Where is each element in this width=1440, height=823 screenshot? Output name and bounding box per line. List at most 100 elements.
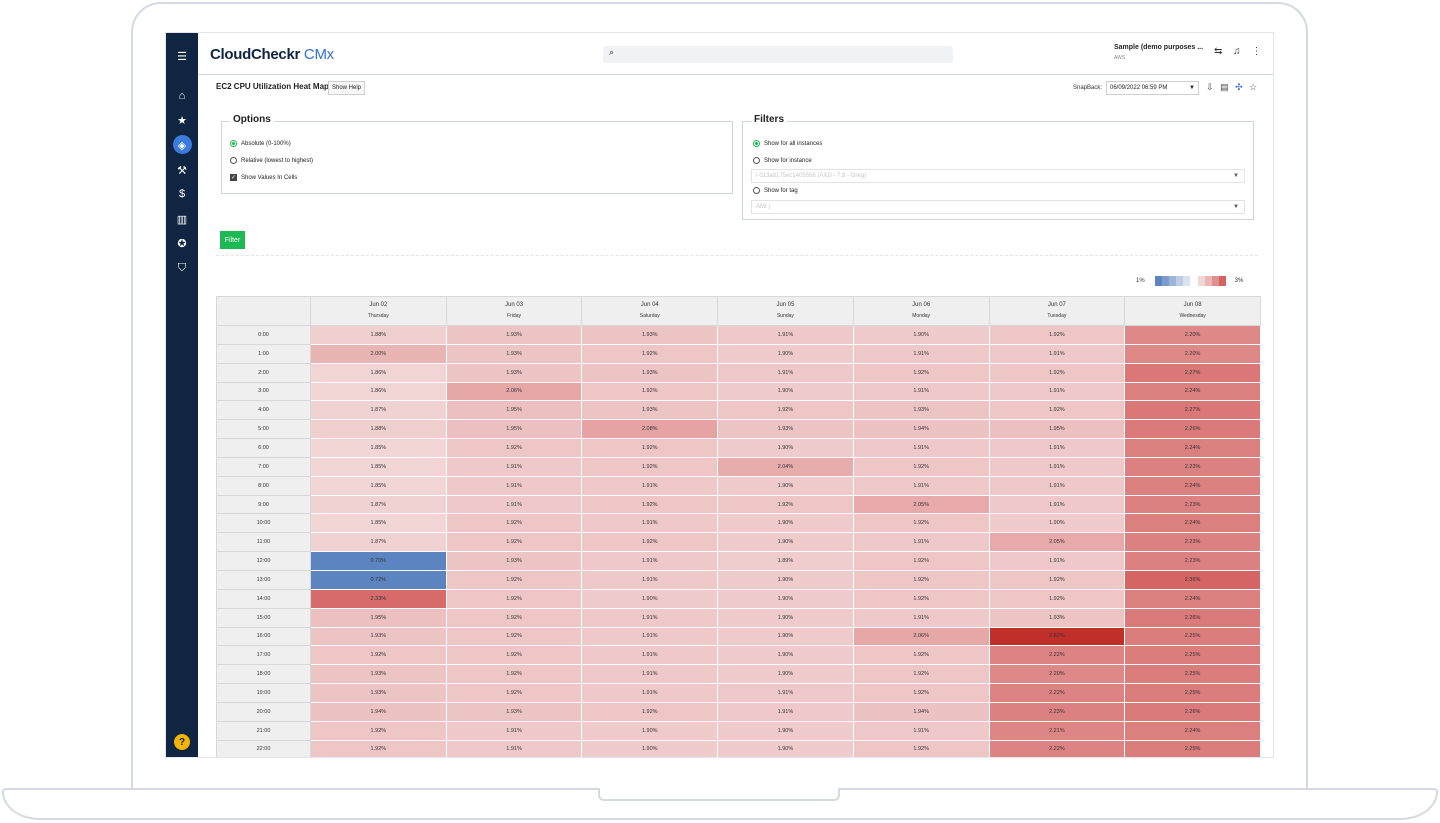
heatmap-cell[interactable]: 2.25%: [1124, 683, 1261, 703]
heatmap-cell[interactable]: 1.90%: [717, 438, 854, 458]
heatmap-cell[interactable]: 1.90%: [581, 720, 719, 741]
heatmap-cell[interactable]: 1.90%: [717, 569, 854, 590]
heatmap-cell[interactable]: 1.87%: [310, 494, 447, 515]
heatmap-cell[interactable]: 1.92%: [852, 588, 990, 609]
heatmap-cell[interactable]: 1.91%: [988, 551, 1126, 571]
heatmap-cell[interactable]: 2.20%: [1124, 343, 1261, 364]
heatmap-cell[interactable]: 1.91%: [988, 494, 1126, 515]
heatmap-cell[interactable]: 1.90%: [852, 325, 990, 345]
heatmap-cell[interactable]: 2.24%: [1124, 475, 1261, 496]
heatmap-cell[interactable]: 1.93%: [717, 419, 854, 440]
heatmap-cell[interactable]: 1.92%: [310, 645, 447, 666]
heatmap-cell[interactable]: 1.90%: [717, 739, 854, 757]
heatmap-cell[interactable]: 1.91%: [988, 381, 1126, 402]
heatmap-cell[interactable]: 1.85%: [310, 513, 447, 534]
star-icon[interactable]: ★: [177, 114, 187, 127]
heatmap-cell[interactable]: 1.91%: [988, 438, 1126, 458]
heatmap-cell[interactable]: 2.27%: [1124, 362, 1261, 383]
heatmap-cell[interactable]: 1.92%: [445, 626, 583, 647]
heatmap-cell[interactable]: 1.85%: [310, 475, 447, 496]
heatmap-cell[interactable]: 1.90%: [717, 532, 854, 553]
heatmap-cell[interactable]: 1.92%: [445, 607, 583, 628]
heatmap-cell[interactable]: 1.95%: [310, 607, 447, 628]
heatmap-cell[interactable]: 1.93%: [581, 400, 719, 421]
heatmap-cell[interactable]: 1.92%: [852, 456, 990, 477]
heatmap-cell[interactable]: 2.27%: [1124, 400, 1261, 421]
snapback-select[interactable]: 06/09/2022 06:59 PM ▼: [1106, 81, 1199, 95]
radio-icon[interactable]: [753, 187, 760, 194]
heatmap-cell[interactable]: 2.22%: [988, 739, 1126, 757]
all-instances-option[interactable]: Show for all instances: [753, 140, 822, 147]
heatmap-cell[interactable]: 1.94%: [852, 701, 990, 722]
heatmap-cell[interactable]: 1.92%: [445, 569, 583, 590]
heatmap-cell[interactable]: 1.93%: [581, 362, 719, 383]
heatmap-cell[interactable]: 1.91%: [988, 475, 1126, 496]
heatmap-cell[interactable]: 2.22%: [988, 645, 1126, 666]
heatmap-cell[interactable]: 1.88%: [310, 419, 447, 440]
heatmap-cell[interactable]: 2.23%: [1124, 551, 1261, 571]
heatmap-cell[interactable]: 2.25%: [1124, 664, 1261, 685]
heatmap-cell[interactable]: 1.93%: [445, 362, 583, 383]
heatmap-cell[interactable]: 1.91%: [852, 720, 990, 741]
heatmap-cell[interactable]: 2.26%: [1124, 607, 1261, 628]
heatmap-cell[interactable]: 1.90%: [717, 645, 854, 666]
heatmap-cell[interactable]: 1.91%: [988, 343, 1126, 364]
heatmap-cell[interactable]: 1.92%: [852, 551, 990, 571]
heatmap-cell[interactable]: 2.23%: [1124, 494, 1261, 515]
show-help-button[interactable]: Show Help: [328, 81, 366, 95]
heatmap-cell[interactable]: 1.92%: [852, 739, 990, 757]
heatmap-cell[interactable]: 1.91%: [852, 438, 990, 458]
heatmap-cell[interactable]: 1.92%: [852, 362, 990, 383]
heatmap-cell[interactable]: 2.82%: [988, 626, 1126, 647]
heatmap-cell[interactable]: 1.91%: [581, 607, 719, 628]
heatmap-cell[interactable]: 1.91%: [445, 475, 583, 496]
heatmap-cell[interactable]: 2.25%: [1124, 645, 1261, 666]
logo[interactable]: CloudCheckr CMx: [210, 46, 334, 63]
heatmap-cell[interactable]: 1.91%: [445, 720, 583, 741]
heatmap-cell[interactable]: 2.22%: [988, 683, 1126, 703]
heatmap-cell[interactable]: 1.92%: [717, 494, 854, 515]
heatmap-cell[interactable]: 2.23%: [1124, 532, 1261, 553]
heatmap-cell[interactable]: 2.24%: [1124, 381, 1261, 402]
heatmap-cell[interactable]: 1.90%: [717, 664, 854, 685]
heatmap-cell[interactable]: 1.86%: [310, 381, 447, 402]
heatmap-cell[interactable]: 1.93%: [988, 607, 1126, 628]
heatmap-cell[interactable]: 2.25%: [1124, 626, 1261, 647]
heatmap-cell[interactable]: 1.87%: [310, 532, 447, 553]
heatmap-cell[interactable]: 1.91%: [717, 701, 854, 722]
heatmap-cell[interactable]: 1.92%: [581, 381, 719, 402]
heatmap-cell[interactable]: 2.24%: [1124, 513, 1261, 534]
heatmap-cell[interactable]: 1.92%: [852, 683, 990, 703]
heatmap-cell[interactable]: 1.93%: [310, 683, 447, 703]
heatmap-cell[interactable]: 1.95%: [988, 419, 1126, 440]
heatmap-cell[interactable]: 1.91%: [445, 739, 583, 757]
heatmap-cell[interactable]: 2.24%: [1124, 588, 1261, 609]
cube-icon[interactable]: ◈: [166, 135, 198, 155]
heatmap-cell[interactable]: 2.20%: [1124, 325, 1261, 345]
radio-icon[interactable]: [753, 140, 760, 147]
heatmap-cell[interactable]: 1.92%: [581, 438, 719, 458]
heatmap-cell[interactable]: 1.94%: [310, 701, 447, 722]
heatmap-cell[interactable]: 1.92%: [581, 494, 719, 515]
heatmap-cell[interactable]: 1.92%: [445, 438, 583, 458]
heatmap-cell[interactable]: 1.92%: [445, 645, 583, 666]
heatmap-cell[interactable]: 1.85%: [310, 456, 447, 477]
heatmap-cell[interactable]: 1.93%: [852, 400, 990, 421]
heatmap-cell[interactable]: 1.92%: [310, 720, 447, 741]
heatmap-cell[interactable]: 2.23%: [1124, 456, 1261, 477]
heatmap-cell[interactable]: 1.92%: [852, 664, 990, 685]
heatmap-cell[interactable]: 1.91%: [717, 362, 854, 383]
heatmap-cell[interactable]: 1.92%: [581, 701, 719, 722]
menu-icon[interactable]: ☰: [177, 50, 187, 63]
export-icon[interactable]: ⇩: [1206, 82, 1214, 92]
settings-icon[interactable]: ✣: [1235, 82, 1243, 92]
favorite-star-icon[interactable]: ☆: [1249, 82, 1258, 92]
heatmap-cell[interactable]: 1.95%: [445, 419, 583, 440]
heatmap-cell[interactable]: 2.05%: [988, 532, 1126, 553]
heatmap-cell[interactable]: 1.92%: [988, 362, 1126, 383]
heatmap-cell[interactable]: 2.20%: [988, 664, 1126, 685]
heatmap-cell[interactable]: 1.91%: [852, 343, 990, 364]
search-input[interactable]: ⌕: [603, 46, 953, 63]
heatmap-cell[interactable]: 1.91%: [581, 645, 719, 666]
show-values-option[interactable]: ✓ Show Values In Cells: [230, 174, 298, 181]
